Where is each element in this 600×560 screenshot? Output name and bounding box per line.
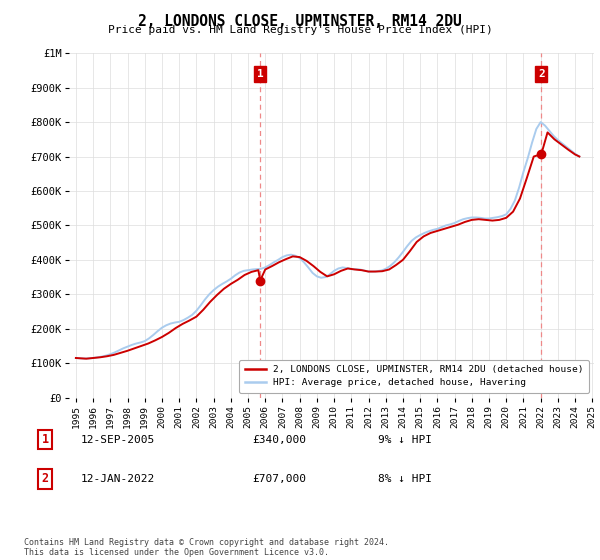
Text: 8% ↓ HPI: 8% ↓ HPI — [378, 474, 432, 484]
Text: 9% ↓ HPI: 9% ↓ HPI — [378, 435, 432, 445]
Text: 1: 1 — [41, 433, 49, 446]
Text: Price paid vs. HM Land Registry's House Price Index (HPI): Price paid vs. HM Land Registry's House … — [107, 25, 493, 35]
Text: 12-SEP-2005: 12-SEP-2005 — [81, 435, 155, 445]
Text: 1: 1 — [257, 69, 263, 79]
Text: £707,000: £707,000 — [252, 474, 306, 484]
Legend: 2, LONDONS CLOSE, UPMINSTER, RM14 2DU (detached house), HPI: Average price, deta: 2, LONDONS CLOSE, UPMINSTER, RM14 2DU (d… — [239, 360, 589, 393]
Text: 2: 2 — [538, 69, 545, 79]
Text: Contains HM Land Registry data © Crown copyright and database right 2024.
This d: Contains HM Land Registry data © Crown c… — [24, 538, 389, 557]
Text: 2: 2 — [41, 472, 49, 486]
Text: 2, LONDONS CLOSE, UPMINSTER, RM14 2DU: 2, LONDONS CLOSE, UPMINSTER, RM14 2DU — [138, 14, 462, 29]
Text: £340,000: £340,000 — [252, 435, 306, 445]
Text: 12-JAN-2022: 12-JAN-2022 — [81, 474, 155, 484]
